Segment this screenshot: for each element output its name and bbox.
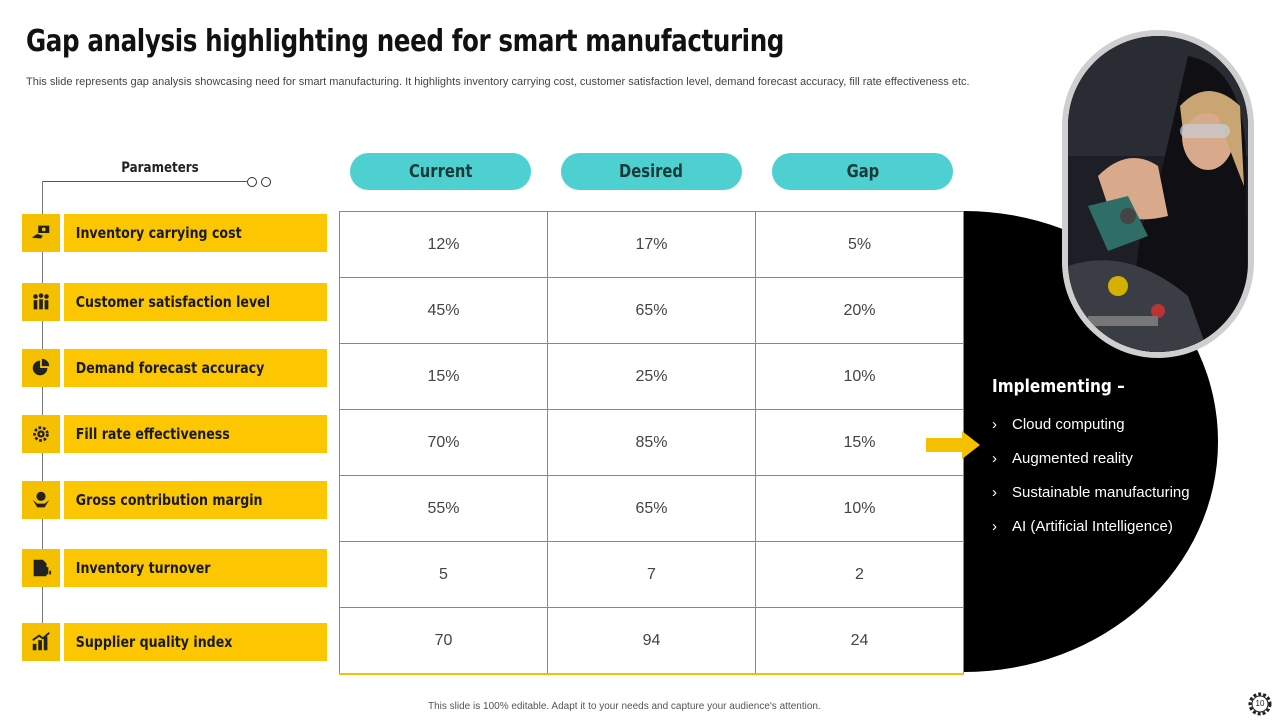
list-item: › AI (Artificial Intelligence) <box>992 518 1190 552</box>
table-cell: 10% <box>755 343 964 410</box>
gear-icon <box>22 415 60 453</box>
chevron-right-icon: › <box>992 450 997 467</box>
table-cell: 7 <box>547 541 756 608</box>
table-cell: 5% <box>755 211 964 278</box>
table-cell: 12% <box>339 211 548 278</box>
page-number-badge: 10 <box>1248 692 1272 716</box>
bar-chart-icon <box>22 623 60 661</box>
table-cell: 20% <box>755 277 964 344</box>
chevron-right-icon: › <box>992 416 997 433</box>
gear-badge-icon <box>1248 692 1272 716</box>
slide-title: Gap analysis highlighting need for smart… <box>26 24 785 59</box>
table-cell: 24 <box>755 607 964 675</box>
list-item: › Cloud computing <box>992 416 1190 450</box>
hand-dollar-icon <box>22 481 60 519</box>
table-cell: 10% <box>755 475 964 542</box>
table-cell: 5 <box>339 541 548 608</box>
list-item-label: Sustainable manufacturing <box>1012 484 1190 501</box>
table-cell: 94 <box>547 607 756 675</box>
list-item: › Sustainable manufacturing <box>992 484 1190 518</box>
table-cell: 65% <box>547 475 756 542</box>
parameter-label: Demand forecast accuracy <box>75 359 265 377</box>
column-header-desired: Desired <box>561 153 742 190</box>
connector-dot <box>261 177 271 187</box>
page-number: 10 <box>1255 699 1265 708</box>
slide-subtitle: This slide represents gap analysis showc… <box>26 76 970 88</box>
table-row: 12% 17% 5% <box>339 211 964 278</box>
chevron-right-icon: › <box>992 518 997 535</box>
column-header-gap: Gap <box>772 153 953 190</box>
table-cell: 17% <box>547 211 756 278</box>
list-item-label: AI (Artificial Intelligence) <box>1012 518 1173 535</box>
money-hand-icon <box>22 214 60 252</box>
table-cell: 15% <box>339 343 548 410</box>
list-item: › Augmented reality <box>992 450 1190 484</box>
column-header-current: Current <box>350 153 531 190</box>
table-cell: 25% <box>547 343 756 410</box>
table-cell: 70% <box>339 409 548 476</box>
parameter-label: Inventory carrying cost <box>75 224 242 242</box>
table-cell: 65% <box>547 277 756 344</box>
worker-photo <box>1068 36 1248 352</box>
list-item-label: Cloud computing <box>1012 416 1125 433</box>
table-row: 55% 65% 10% <box>339 475 964 542</box>
arrow-right-icon <box>926 431 980 459</box>
gap-table: 12% 17% 5% 45% 65% 20% 15% 25% 10% 70% 85% 15% 5… <box>339 211 964 675</box>
table-row: 45% 65% 20% <box>339 277 964 344</box>
table-cell: 45% <box>339 277 548 344</box>
connector-dot <box>247 177 257 187</box>
table-row: 70% 85% 15% <box>339 409 964 476</box>
table-cell: 85% <box>547 409 756 476</box>
table-row: 70 94 24 <box>339 607 964 675</box>
parameter-label: Fill rate effectiveness <box>75 425 230 443</box>
table-cell: 70 <box>339 607 548 675</box>
column-header-label: Gap <box>846 161 879 182</box>
table-cell: 55% <box>339 475 548 542</box>
column-header-label: Current <box>408 161 473 182</box>
table-row: 15% 25% 10% <box>339 343 964 410</box>
pie-chart-icon <box>22 349 60 387</box>
table-cell: 2 <box>755 541 964 608</box>
parameter-label: Inventory turnover <box>75 559 211 577</box>
parameters-header: Parameters <box>121 160 199 176</box>
footer-note: This slide is 100% editable. Adapt it to… <box>428 701 821 712</box>
people-group-icon <box>22 283 60 321</box>
parameter-label: Customer satisfaction level <box>75 293 271 311</box>
chevron-right-icon: › <box>992 484 997 501</box>
connector-vertical-line <box>42 181 43 641</box>
column-header-label: Desired <box>619 161 684 182</box>
parameter-label: Gross contribution margin <box>75 491 263 509</box>
document-chart-icon <box>22 549 60 587</box>
parameter-label: Supplier quality index <box>75 633 233 651</box>
implementing-title: Implementing – <box>992 376 1125 397</box>
connector-line <box>42 181 247 182</box>
list-item-label: Augmented reality <box>1012 450 1133 467</box>
implementing-list: › Cloud computing › Augmented reality › Sus… <box>992 416 1190 552</box>
